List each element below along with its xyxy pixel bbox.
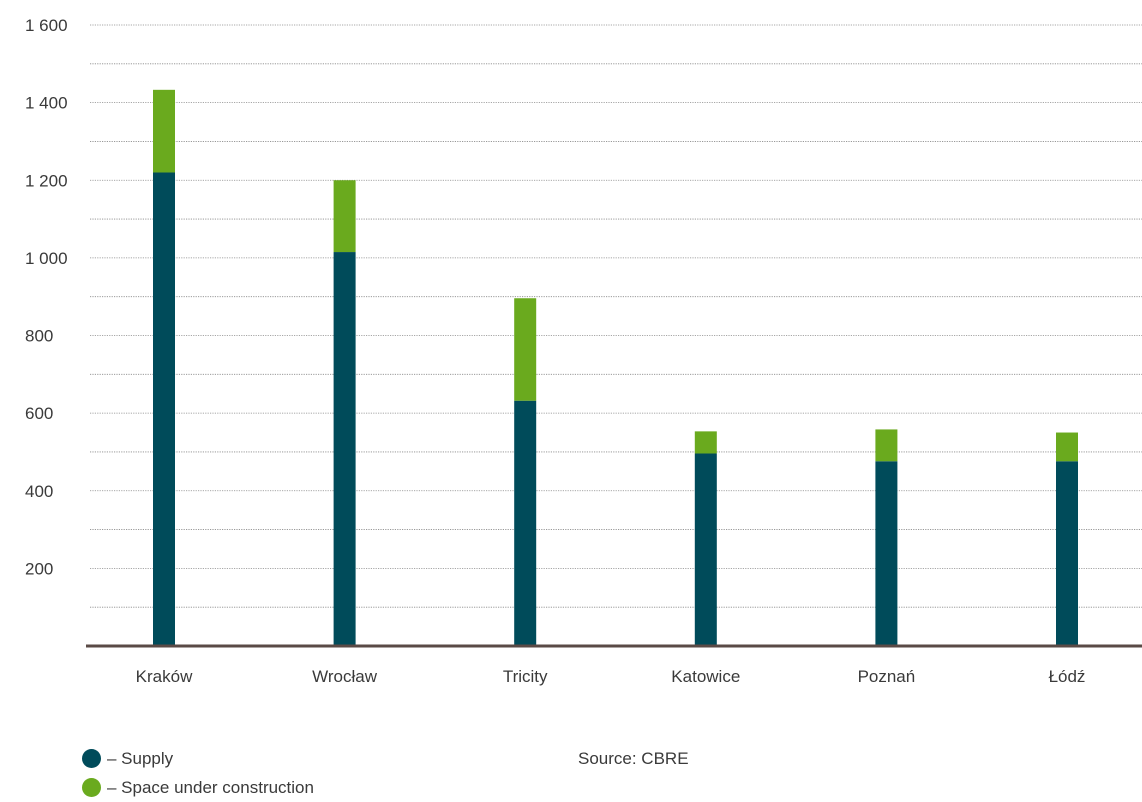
y-tick-label: 1 600 [25, 16, 68, 35]
x-axis-category-labels: Kraków Wrocław Tricity Katowice Poznań Łódź [136, 667, 1086, 686]
y-axis-tick-labels: 200 400 600 800 1 000 1 200 1 400 1 600 [25, 16, 68, 578]
bar-supply [514, 400, 537, 646]
bar-supply [1056, 461, 1078, 646]
y-tick-label: 1 200 [25, 171, 68, 190]
legend-label-supply: – Supply [107, 748, 174, 768]
x-category-label: Wrocław [312, 667, 378, 686]
y-tick-label: 800 [25, 327, 53, 346]
bar-supply [694, 453, 717, 646]
legend-item-supply: – Supply [82, 744, 314, 773]
legend-label-under-construction: – Space under construction [107, 777, 314, 797]
bar-under-construction [694, 431, 717, 454]
bar-supply [333, 252, 356, 646]
x-category-label: Tricity [503, 667, 548, 686]
bar-under-construction [514, 298, 537, 401]
x-category-label: Kraków [136, 667, 193, 686]
x-category-label: Katowice [671, 667, 740, 686]
under-construction-swatch-icon [82, 778, 101, 797]
bar-chart: 200 400 600 800 1 000 1 200 1 400 1 600 Kraków W… [25, 16, 1142, 686]
bar-under-construction [875, 429, 898, 462]
y-tick-label: 200 [25, 559, 53, 578]
bar-under-construction [333, 180, 356, 253]
y-tick-label: 600 [25, 404, 53, 423]
bar-under-construction [153, 89, 175, 173]
legend: – Supply – Space under construction [82, 744, 314, 802]
source-note: Source: CBRE [578, 749, 689, 768]
bar-under-construction [1056, 432, 1078, 462]
y-tick-label: 1 400 [25, 94, 68, 113]
bars [153, 89, 1078, 647]
bar-supply [153, 172, 175, 647]
x-category-label: Poznań [858, 667, 916, 686]
legend-item-under-construction: – Space under construction [82, 773, 314, 802]
bar-supply [875, 461, 898, 646]
supply-swatch-icon [82, 749, 101, 768]
y-tick-label: 1 000 [25, 249, 68, 268]
gridlines [90, 24, 1142, 608]
x-category-label: Łódź [1049, 667, 1086, 686]
y-tick-label: 400 [25, 482, 53, 501]
